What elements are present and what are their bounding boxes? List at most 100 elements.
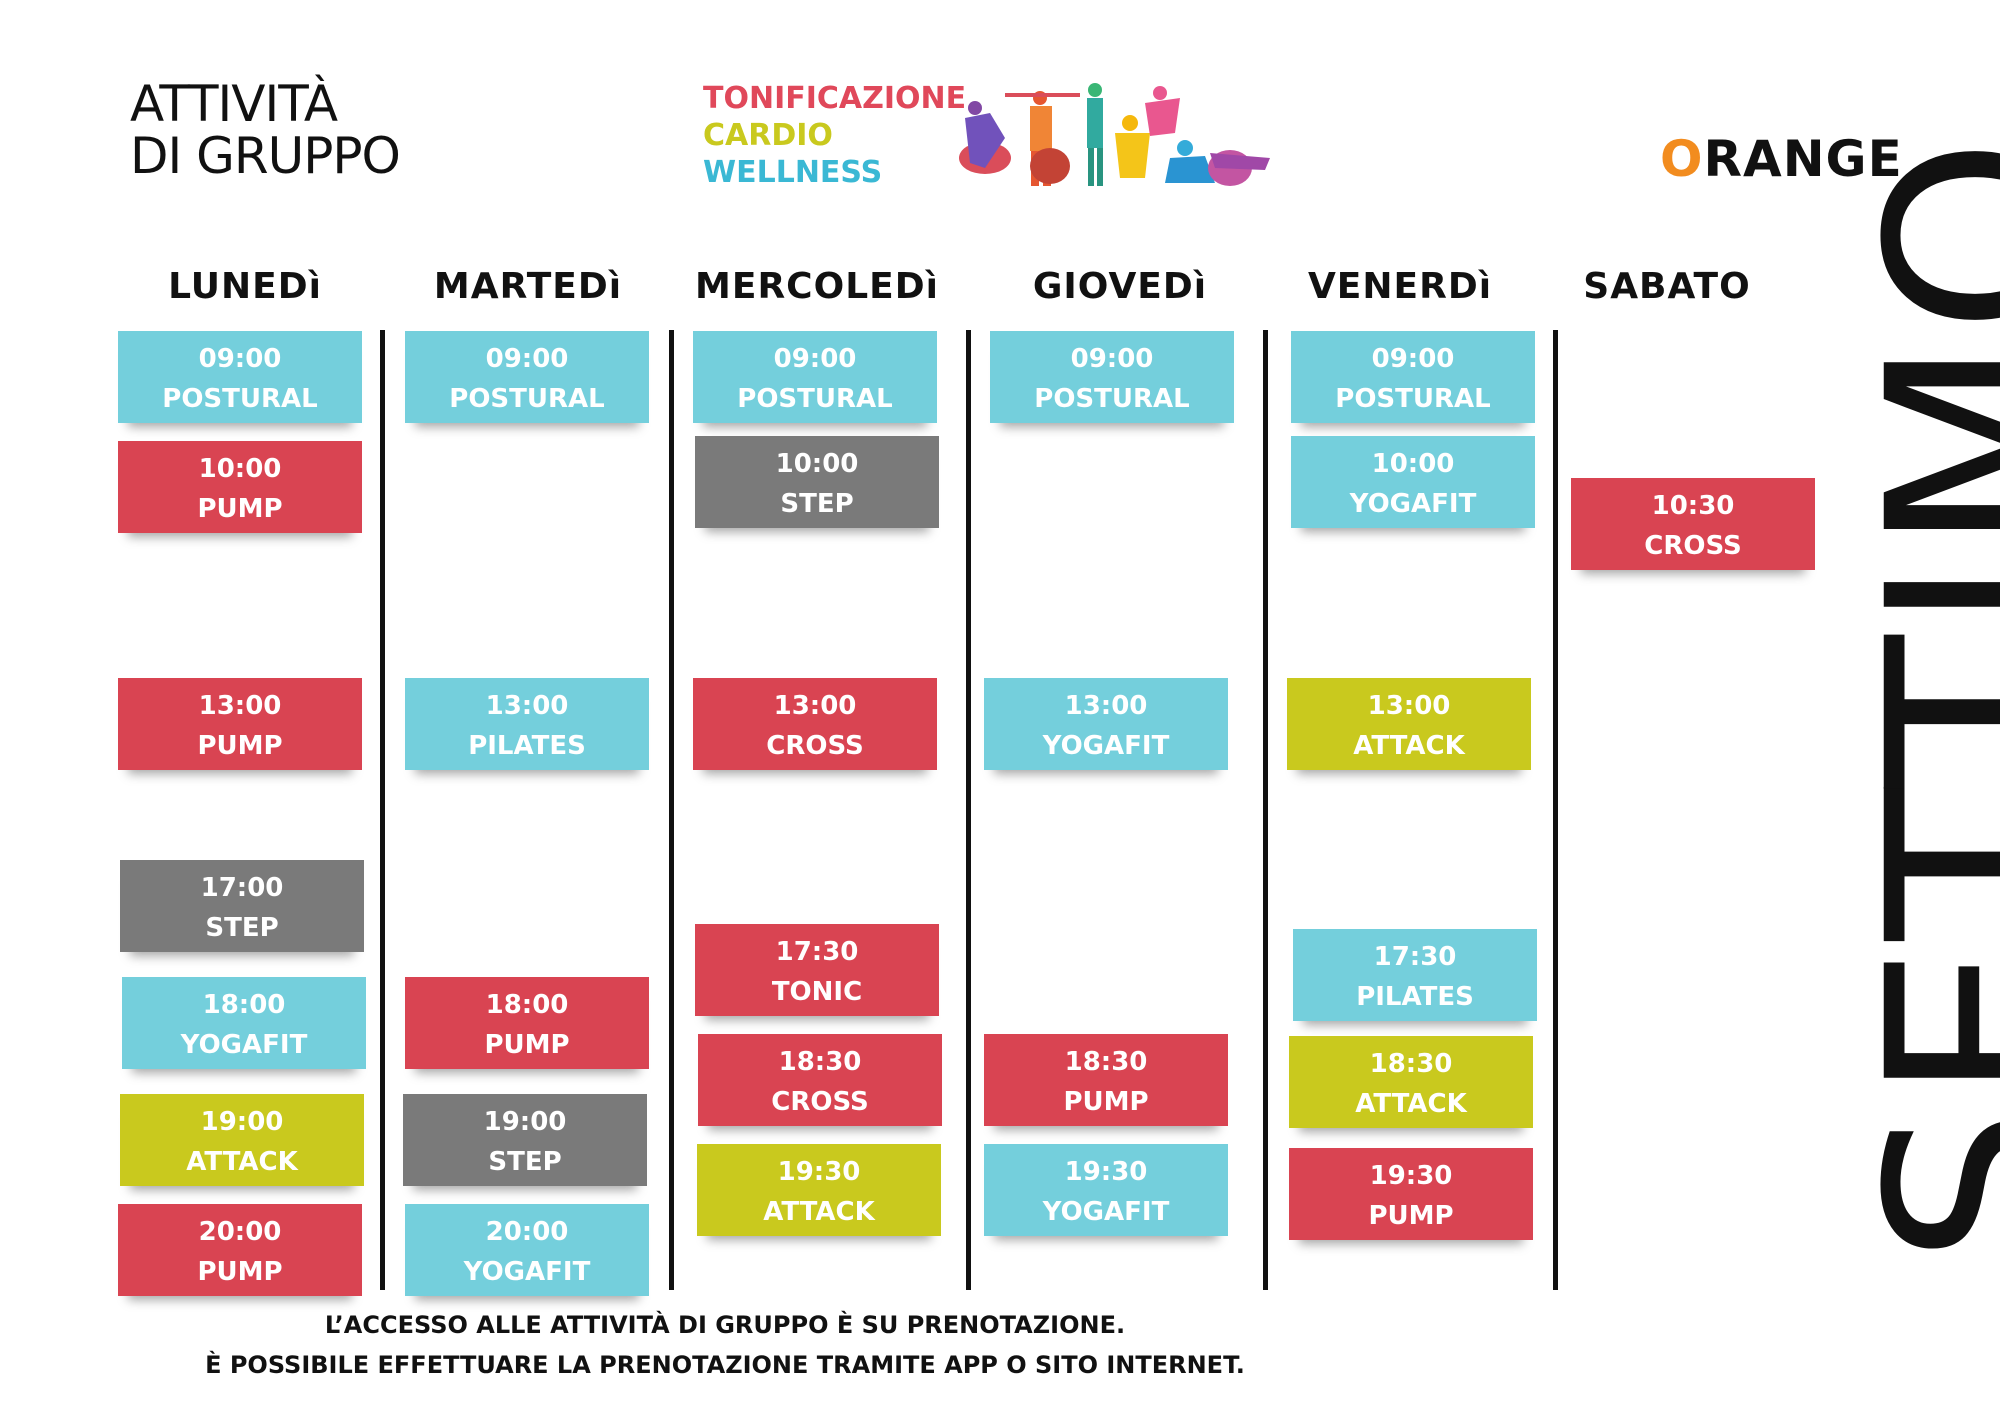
class-time: 09:00	[1371, 344, 1455, 374]
day-header-friday: VENERDì	[1307, 266, 1493, 307]
day-header-monday: LUNEDì	[168, 266, 322, 307]
class-card: 09:00 POSTURAL	[1291, 331, 1535, 423]
class-name: PUMP	[197, 731, 283, 761]
class-time: 19:30	[1369, 1161, 1453, 1191]
title-line-1: ATTIVITÀ	[130, 75, 338, 133]
class-name: CROSS	[771, 1087, 869, 1117]
class-time: 09:00	[773, 344, 857, 374]
class-card: 17:00 STEP	[120, 860, 364, 952]
title-line-2: DI GRUPPO	[130, 127, 401, 185]
class-card: 20:00 YOGAFIT	[405, 1204, 649, 1296]
class-card: 13:00 PUMP	[118, 678, 362, 770]
class-name: TONIC	[771, 977, 863, 1007]
class-name: PUMP	[197, 494, 283, 524]
column-divider	[966, 330, 971, 1290]
class-time: 17:30	[1373, 942, 1457, 972]
class-card: 09:00 POSTURAL	[405, 331, 649, 423]
class-name: CROSS	[766, 731, 864, 761]
class-name: PUMP	[197, 1257, 283, 1287]
class-name: PILATES	[1356, 982, 1474, 1012]
class-time: 09:00	[485, 344, 569, 374]
column-divider	[1263, 330, 1268, 1290]
class-name: YOGAFIT	[1349, 489, 1477, 519]
day-header-saturday: SABATO	[1583, 266, 1751, 307]
class-card: 17:30 PILATES	[1293, 929, 1537, 1021]
class-name: PILATES	[468, 731, 586, 761]
class-card: 20:00 PUMP	[118, 1204, 362, 1296]
class-name: YOGAFIT	[463, 1257, 591, 1287]
class-time: 18:00	[485, 990, 569, 1020]
class-name: STEP	[205, 913, 279, 943]
class-time: 09:00	[1070, 344, 1154, 374]
class-card: 10:00 YOGAFIT	[1291, 436, 1535, 528]
class-card: 19:30 PUMP	[1289, 1148, 1533, 1240]
class-time: 10:00	[1371, 449, 1455, 479]
class-card: 13:00 ATTACK	[1287, 678, 1531, 770]
class-card: 09:00 POSTURAL	[693, 331, 937, 423]
class-time: 18:30	[1064, 1047, 1148, 1077]
class-time: 19:00	[200, 1107, 284, 1137]
day-header-tuesday: MARTEDì	[433, 266, 623, 307]
column-divider	[1553, 330, 1558, 1290]
class-name: PUMP	[1063, 1087, 1149, 1117]
class-name: ATTACK	[763, 1197, 875, 1227]
class-time: 17:00	[200, 873, 284, 903]
class-time: 20:00	[198, 1217, 282, 1247]
class-time: 10:00	[198, 454, 282, 484]
vertical-location-label: SETTIMO	[1834, 133, 2000, 1265]
class-time: 13:00	[1064, 691, 1148, 721]
class-time: 09:00	[198, 344, 282, 374]
class-card: 13:00 CROSS	[693, 678, 937, 770]
class-name: POSTURAL	[449, 384, 605, 414]
page-title: ATTIVITÀ DI GRUPPO	[130, 75, 401, 185]
category-legend: TONIFICAZIONE CARDIO WELLNESS	[703, 80, 966, 191]
class-name: PUMP	[484, 1030, 570, 1060]
class-name: POSTURAL	[1335, 384, 1491, 414]
class-name: PUMP	[1368, 1201, 1454, 1231]
class-time: 19:30	[777, 1157, 861, 1187]
class-time: 13:00	[773, 691, 857, 721]
class-card: 10:30 CROSS	[1571, 478, 1815, 570]
class-name: CROSS	[1644, 531, 1742, 561]
day-header-thursday: GIOVEDì	[1032, 266, 1208, 307]
class-name: YOGAFIT	[180, 1030, 308, 1060]
booking-notice-line-2: È POSSIBILE EFFETTUARE LA PRENOTAZIONE T…	[205, 1351, 1245, 1379]
class-card: 13:00 YOGAFIT	[984, 678, 1228, 770]
class-name: POSTURAL	[737, 384, 893, 414]
class-card: 19:00 ATTACK	[120, 1094, 364, 1186]
class-time: 19:30	[1064, 1157, 1148, 1187]
class-card: 19:30 YOGAFIT	[984, 1144, 1228, 1236]
logo-text: RANGE	[1703, 130, 1903, 188]
class-time: 13:00	[198, 691, 282, 721]
athletes-illustration	[959, 83, 1270, 186]
class-time: 10:00	[775, 449, 859, 479]
category-wellness: WELLNESS	[703, 155, 883, 190]
category-cardio: CARDIO	[703, 118, 833, 153]
class-card: 19:30 ATTACK	[697, 1144, 941, 1236]
class-time: 10:30	[1651, 491, 1735, 521]
booking-notice-line-1: L’ACCESSO ALLE ATTIVITÀ DI GRUPPO È SU P…	[324, 1311, 1126, 1339]
logo-accent-letter: O	[1660, 130, 1704, 188]
column-divider	[669, 330, 674, 1290]
class-name: ATTACK	[1353, 731, 1465, 761]
class-card: 09:00 POSTURAL	[990, 331, 1234, 423]
category-tonificazione: TONIFICAZIONE	[703, 81, 967, 116]
class-name: POSTURAL	[162, 384, 318, 414]
class-name: YOGAFIT	[1042, 1197, 1170, 1227]
class-time: 17:30	[775, 937, 859, 967]
class-card: 10:00 PUMP	[118, 441, 362, 533]
class-card: 13:00 PILATES	[405, 678, 649, 770]
class-name: ATTACK	[186, 1147, 298, 1177]
class-card: 10:00 STEP	[695, 436, 939, 528]
booking-notice: L’ACCESSO ALLE ATTIVITÀ DI GRUPPO È SU P…	[0, 1305, 1450, 1385]
class-card: 19:00 STEP	[403, 1094, 647, 1186]
day-header-wednesday: MERCOLEDì	[695, 266, 939, 307]
class-name: YOGAFIT	[1042, 731, 1170, 761]
class-time: 18:30	[778, 1047, 862, 1077]
class-card: 17:30 TONIC	[695, 924, 939, 1016]
brand-logo: ORANGE	[1660, 130, 1903, 188]
class-card: 18:00 YOGAFIT	[122, 977, 366, 1069]
class-name: STEP	[488, 1147, 562, 1177]
class-time: 18:00	[202, 990, 286, 1020]
class-time: 20:00	[485, 1217, 569, 1247]
